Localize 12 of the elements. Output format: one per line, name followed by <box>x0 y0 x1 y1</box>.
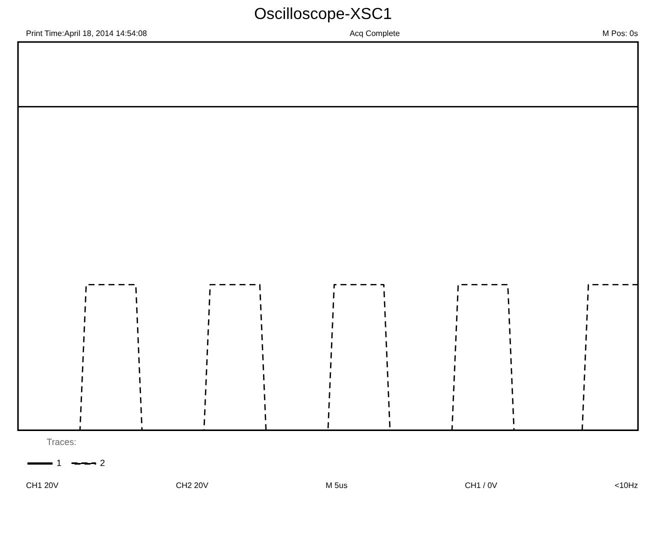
chart-title: Oscilloscope-XSC1 <box>253 5 393 25</box>
text: Acq Complete <box>350 28 400 40</box>
text: CH1 / 0V <box>464 480 498 492</box>
text: M Pos: 0s <box>602 28 638 40</box>
text: CH1 20V <box>26 480 58 492</box>
legend-title: Traces: <box>46 437 76 448</box>
text: <10Hz <box>614 480 638 492</box>
text: Print Time:April 18, 2014 14:54:08 <box>26 28 147 40</box>
text: M 5us <box>326 480 348 492</box>
legend-label: 2 <box>100 458 106 468</box>
legend-label: 1 <box>56 458 62 468</box>
text: CH2 20V <box>176 480 208 492</box>
